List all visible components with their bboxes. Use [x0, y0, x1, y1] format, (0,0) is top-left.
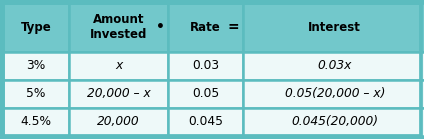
Bar [168, 52, 243, 80]
Text: 5%: 5% [26, 87, 45, 100]
Text: Rate: Rate [190, 21, 221, 34]
Text: Type: Type [20, 21, 51, 34]
Bar [3, 3, 69, 52]
Text: •: • [156, 20, 165, 34]
Bar [69, 3, 168, 52]
Text: 0.03: 0.03 [192, 59, 219, 72]
Bar [3, 52, 69, 80]
Bar [243, 80, 424, 108]
Text: 0.045: 0.045 [188, 115, 223, 128]
Bar [243, 52, 424, 80]
Bar [168, 80, 243, 108]
Bar [3, 108, 69, 136]
Text: 0.05(20,000 – x): 0.05(20,000 – x) [285, 87, 385, 100]
Bar [243, 3, 424, 52]
Text: Amount
Invested: Amount Invested [90, 13, 147, 41]
Text: 0.03x: 0.03x [318, 59, 352, 72]
Bar [69, 52, 168, 80]
Text: 3%: 3% [26, 59, 45, 72]
Text: 0.045(20,000): 0.045(20,000) [291, 115, 378, 128]
Bar [243, 108, 424, 136]
Text: 20,000 – x: 20,000 – x [86, 87, 151, 100]
Text: 0.05: 0.05 [192, 87, 219, 100]
Bar [69, 80, 168, 108]
Bar [168, 3, 243, 52]
Text: 20,000: 20,000 [97, 115, 140, 128]
Bar [168, 108, 243, 136]
Bar [69, 108, 168, 136]
Text: =: = [228, 20, 240, 34]
Bar [3, 80, 69, 108]
Text: Interest: Interest [308, 21, 361, 34]
Text: 4.5%: 4.5% [20, 115, 51, 128]
Text: x: x [115, 59, 122, 72]
